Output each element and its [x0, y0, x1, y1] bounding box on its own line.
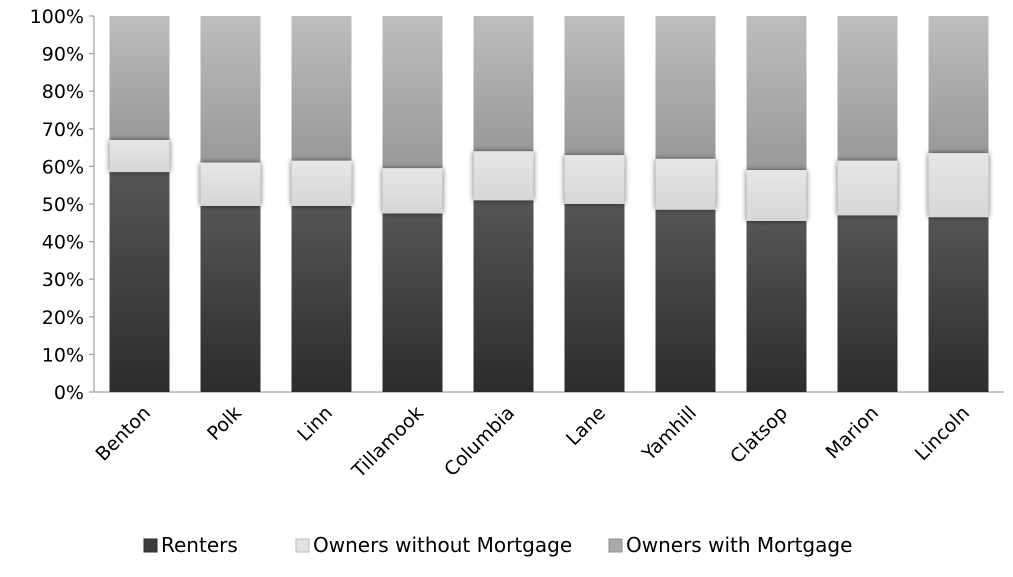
legend: Renters Owners without Mortgage Owners wit… — [143, 533, 852, 557]
bar-segment-owners-without-mortgage — [746, 170, 807, 221]
bar-segment-owners-with-mortgage — [928, 16, 989, 154]
bar-lane — [564, 16, 625, 392]
bar-segment-owners-without-mortgage — [473, 151, 534, 201]
y-tick-label: 80% — [42, 81, 84, 103]
bar-clatsop — [746, 16, 807, 392]
y-tick-label: 30% — [42, 269, 84, 291]
bar-tillamook — [382, 16, 443, 392]
bar-segment-renters — [746, 220, 807, 392]
bar-segment-owners-without-mortgage — [928, 153, 989, 218]
x-tick-label: Lincoln — [911, 402, 974, 465]
y-tick-label: 20% — [42, 307, 84, 329]
bar-segment-owners-without-mortgage — [109, 140, 170, 173]
bar-segment-renters — [200, 205, 261, 392]
bar-segment-owners-with-mortgage — [564, 16, 625, 156]
x-tick-label: Marion — [822, 402, 883, 463]
bar-columbia — [473, 16, 534, 392]
bar-segment-owners-without-mortgage — [655, 158, 716, 210]
legend-label: Renters — [161, 533, 238, 557]
bar-segment-owners-with-mortgage — [473, 16, 534, 152]
y-tick-label: 60% — [42, 156, 84, 178]
y-tick-label: 50% — [42, 194, 84, 216]
bar-lincoln — [928, 16, 989, 392]
bar-segment-renters — [109, 172, 170, 392]
y-tick-label: 40% — [42, 232, 84, 254]
x-tick-label: Yamhill — [637, 402, 701, 466]
bar-segment-renters — [291, 205, 352, 392]
x-tick-label: Linn — [293, 402, 337, 446]
y-tick-label: 10% — [42, 344, 84, 366]
bar-segment-renters — [564, 204, 625, 392]
bar-segment-owners-with-mortgage — [746, 16, 807, 171]
bar-segment-owners-with-mortgage — [291, 16, 352, 161]
y-tick-label: 100% — [30, 6, 84, 28]
bars-layer — [109, 16, 989, 392]
bar-segment-renters — [473, 200, 534, 392]
legend-swatch — [295, 538, 310, 553]
x-tick-label: Tillamook — [347, 402, 428, 483]
bar-segment-owners-without-mortgage — [564, 155, 625, 204]
bar-segment-owners-with-mortgage — [109, 16, 170, 141]
x-tick-label: Lane — [562, 402, 610, 450]
axis-layer: 0% 10% 20% 30% 40% 50% 60% 70% 80% 90% 100% — [30, 6, 1004, 404]
bar-segment-renters — [655, 209, 716, 392]
y-tick-label: 0% — [54, 382, 84, 404]
x-axis-labels: Benton Polk Linn Tillamook Columbia Lane Yamhi… — [91, 402, 974, 483]
bar-segment-owners-without-mortgage — [837, 160, 898, 216]
bar-benton — [109, 16, 170, 392]
bar-segment-renters — [837, 215, 898, 392]
bar-segment-owners-with-mortgage — [837, 16, 898, 161]
bar-segment-owners-without-mortgage — [291, 160, 352, 206]
x-tick-label: Clatsop — [726, 402, 792, 468]
legend-item: Owners without Mortgage — [295, 533, 572, 557]
bar-marion — [837, 16, 898, 392]
bar-segment-renters — [928, 217, 989, 392]
x-tick-label: Columbia — [440, 402, 519, 481]
x-tick-label: Polk — [203, 402, 246, 445]
legend-swatch — [608, 538, 623, 553]
bar-segment-owners-without-mortgage — [200, 162, 261, 206]
x-tick-label: Benton — [91, 402, 155, 466]
legend-label: Owners with Mortgage — [626, 533, 852, 557]
legend-swatch — [143, 538, 158, 553]
bar-segment-owners-with-mortgage — [200, 16, 261, 163]
bar-segment-renters — [382, 213, 443, 392]
y-tick-label: 90% — [42, 44, 84, 66]
bar-yamhill — [655, 16, 716, 392]
y-tick-label: 70% — [42, 119, 84, 141]
legend-item: Owners with Mortgage — [608, 533, 852, 557]
legend-label: Owners without Mortgage — [313, 533, 572, 557]
bar-linn — [291, 16, 352, 392]
bar-segment-owners-without-mortgage — [382, 168, 443, 214]
bar-segment-owners-with-mortgage — [382, 16, 443, 169]
legend-item: Renters — [143, 533, 238, 557]
bar-polk — [200, 16, 261, 392]
bar-segment-owners-with-mortgage — [655, 16, 716, 159]
